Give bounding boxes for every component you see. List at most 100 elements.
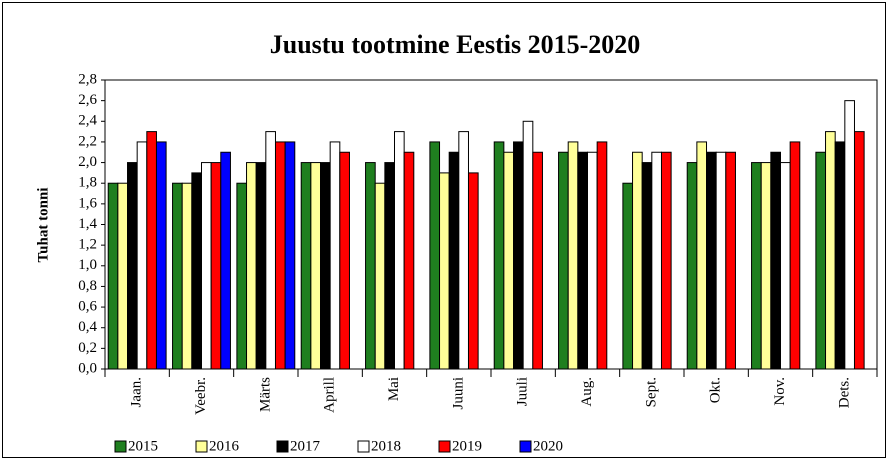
x-tick-label: Aug. bbox=[579, 377, 595, 407]
y-tick-label: 1,4 bbox=[78, 216, 97, 232]
x-tick-label: Märts bbox=[257, 377, 273, 412]
x-tick-label: Mai bbox=[386, 377, 402, 401]
bar bbox=[284, 141, 296, 370]
x-tick-label: Okt. bbox=[708, 377, 724, 403]
bar bbox=[686, 162, 698, 370]
y-tick-label: 2,2 bbox=[78, 133, 97, 149]
bar bbox=[107, 182, 119, 370]
x-tick-label: Dets. bbox=[836, 377, 852, 408]
bar bbox=[513, 141, 524, 370]
bar bbox=[265, 131, 276, 370]
bar bbox=[596, 141, 608, 370]
bar bbox=[834, 141, 846, 370]
bar bbox=[210, 162, 222, 370]
bar bbox=[760, 162, 772, 370]
y-tick-label: 1,0 bbox=[78, 257, 97, 273]
y-tick-label: 0,8 bbox=[78, 278, 97, 294]
legend-swatch bbox=[519, 440, 532, 453]
x-tick-label: Veebr. bbox=[193, 377, 209, 415]
legend-label: 2019 bbox=[452, 438, 482, 454]
legend-label: 2018 bbox=[371, 438, 401, 454]
bar bbox=[117, 182, 129, 370]
legend-label: 2017 bbox=[290, 438, 321, 454]
bar bbox=[789, 141, 801, 370]
legend-label: 2016 bbox=[209, 438, 240, 454]
bar bbox=[780, 162, 791, 370]
legend-swatch bbox=[195, 440, 208, 453]
x-tick-label: Juuli bbox=[515, 377, 531, 406]
bar bbox=[825, 131, 836, 370]
x-tick-label: Aprill bbox=[322, 377, 338, 413]
y-tick-label: 1,2 bbox=[78, 237, 97, 253]
bar bbox=[220, 151, 231, 370]
bar bbox=[853, 131, 865, 370]
y-tick-label: 2,0 bbox=[78, 154, 97, 170]
y-axis-label: Tuhat tonni bbox=[35, 188, 51, 263]
bar bbox=[339, 151, 350, 370]
bar bbox=[660, 151, 672, 370]
bar bbox=[725, 151, 736, 370]
y-tick-label: 0,4 bbox=[78, 319, 97, 335]
bar bbox=[246, 162, 257, 370]
bar bbox=[844, 100, 855, 370]
legend-label: 2020 bbox=[533, 438, 563, 454]
bar bbox=[641, 162, 653, 370]
y-tick-label: 1,6 bbox=[78, 195, 97, 211]
x-tick-label: Sept. bbox=[643, 377, 659, 407]
bar bbox=[201, 162, 212, 370]
bar bbox=[467, 172, 479, 370]
bar bbox=[577, 151, 588, 370]
legend-swatch bbox=[357, 440, 370, 453]
y-tick-label: 0,6 bbox=[78, 299, 97, 315]
legend-label: 2015 bbox=[128, 438, 158, 454]
bar bbox=[448, 151, 460, 370]
bar bbox=[770, 151, 781, 370]
y-tick-label: 1,8 bbox=[78, 175, 97, 191]
bar bbox=[622, 182, 634, 370]
legend-swatch bbox=[114, 440, 127, 453]
bar bbox=[632, 151, 643, 370]
bar bbox=[255, 162, 267, 370]
plot-area bbox=[104, 79, 878, 370]
bar bbox=[715, 151, 727, 370]
x-tick-label: Nov. bbox=[772, 377, 788, 406]
bar bbox=[155, 141, 167, 370]
bar bbox=[567, 141, 579, 370]
bar bbox=[300, 162, 312, 370]
x-tick-label: Juuni bbox=[450, 377, 466, 410]
bar bbox=[274, 141, 286, 370]
bar bbox=[127, 162, 138, 370]
bar bbox=[587, 151, 598, 370]
bar bbox=[403, 151, 415, 370]
bar bbox=[172, 182, 183, 370]
y-tick-label: 0,0 bbox=[78, 360, 97, 376]
bar bbox=[394, 131, 405, 370]
y-tick-label: 2,8 bbox=[78, 71, 97, 87]
bar bbox=[696, 141, 708, 370]
bar bbox=[558, 151, 569, 370]
bar bbox=[439, 172, 450, 370]
bar bbox=[146, 131, 157, 370]
bar bbox=[493, 141, 505, 370]
bar bbox=[651, 151, 662, 370]
y-tick-label: 2,6 bbox=[78, 92, 97, 108]
bar bbox=[329, 141, 341, 370]
bar bbox=[384, 162, 396, 370]
bar bbox=[503, 151, 515, 370]
bar bbox=[532, 151, 543, 370]
y-tick-label: 2,4 bbox=[78, 113, 97, 129]
bar bbox=[458, 131, 469, 370]
bar bbox=[320, 162, 331, 370]
bar bbox=[751, 162, 762, 370]
y-tick-label: 0,2 bbox=[78, 340, 97, 356]
legend-swatch bbox=[276, 440, 289, 453]
bar bbox=[310, 162, 322, 370]
legend-swatch bbox=[438, 440, 451, 453]
bar bbox=[429, 141, 441, 370]
bar bbox=[365, 162, 376, 370]
bar bbox=[236, 182, 248, 370]
bar bbox=[706, 151, 717, 370]
bar bbox=[522, 120, 534, 370]
x-tick-label: Jaan. bbox=[129, 377, 145, 407]
